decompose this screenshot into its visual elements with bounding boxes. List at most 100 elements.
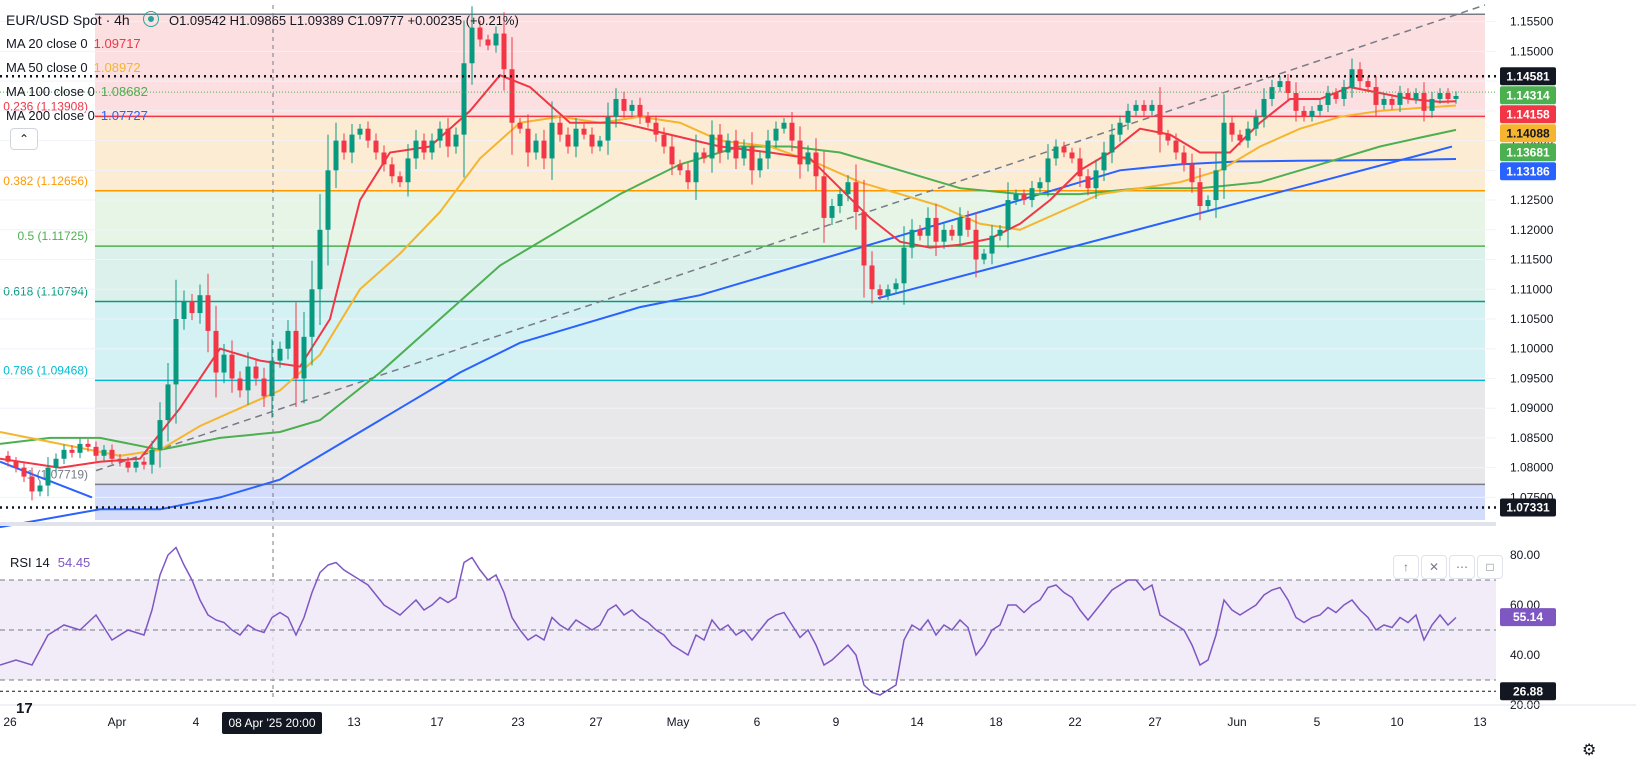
candle-body <box>621 98 627 111</box>
candle-body <box>1269 87 1275 99</box>
fib-label: 0.382 (1.12656) <box>3 174 88 188</box>
candle-body <box>1189 164 1195 183</box>
fib-zone <box>95 380 1485 485</box>
candle-body <box>125 461 131 468</box>
more-icon[interactable]: ⋯ <box>1449 555 1475 579</box>
candle-body <box>1325 93 1331 105</box>
symbol-title[interactable]: EUR/USD Spot · 4h <box>6 12 130 28</box>
gear-icon[interactable]: ⚙ <box>1582 742 1597 759</box>
candle-body <box>965 217 971 230</box>
candle-body <box>1045 158 1051 183</box>
date-tick-label: 17 <box>430 715 444 729</box>
candle-body <box>141 461 147 465</box>
candle-body <box>389 164 395 177</box>
candle-body <box>421 140 427 153</box>
candle-body <box>1301 110 1307 117</box>
candle-body <box>973 229 979 260</box>
candle-body <box>29 476 35 492</box>
candle-body <box>573 128 579 147</box>
indicator-row[interactable]: MA 100 close 0 1.08682 <box>6 80 519 104</box>
close-icon[interactable]: ✕ <box>1421 555 1447 579</box>
candle-body <box>405 158 411 183</box>
candle-body <box>397 176 403 183</box>
candle-body <box>661 134 667 147</box>
candle-body <box>877 289 883 296</box>
candle-body <box>205 295 211 331</box>
candle-body <box>509 69 515 123</box>
candle-body <box>1237 134 1243 141</box>
price-tick-label: 1.08500 <box>1510 431 1554 445</box>
arrow-up-icon[interactable]: ↑ <box>1393 555 1419 579</box>
chevron-up-icon[interactable]: ⌃ <box>10 128 38 150</box>
candle-body <box>645 116 651 123</box>
candle-body <box>1069 152 1075 159</box>
candle-body <box>1285 81 1291 94</box>
candle-body <box>293 330 299 379</box>
candle-body <box>269 360 275 397</box>
candle-body <box>1077 158 1083 177</box>
candle-body <box>517 122 523 129</box>
fib-label: 0.236 (1.13908) <box>3 99 88 113</box>
date-tick-label: 13 <box>1473 715 1487 729</box>
date-tick-label: 26 <box>3 715 17 729</box>
price-tick-label: 1.08000 <box>1510 461 1554 475</box>
candle-body <box>1333 93 1339 99</box>
candle-body <box>101 449 107 456</box>
time-axis: 26Apr4813172327May6914182227Jun5101308 A… <box>0 704 1636 734</box>
candle-body <box>461 63 467 135</box>
candle-body <box>845 182 851 195</box>
candle-body <box>1117 122 1123 135</box>
fib-zone <box>95 246 1485 302</box>
candle-body <box>133 461 139 468</box>
candle-body <box>637 104 643 117</box>
candle-body <box>445 128 451 147</box>
maximize-icon[interactable]: □ <box>1477 555 1503 579</box>
candle-body <box>1381 98 1387 105</box>
candle-body <box>157 420 163 450</box>
candle-body <box>381 152 387 165</box>
date-tick-label: 6 <box>754 715 761 729</box>
candle-body <box>1133 104 1139 111</box>
price-tick-label: 1.09500 <box>1510 371 1554 385</box>
candle-body <box>1141 104 1147 111</box>
candle-body <box>861 211 867 266</box>
candle-body <box>605 116 611 141</box>
candle-body <box>469 27 475 64</box>
chart-legend: EUR/USD Spot · 4h O1.09542 H1.09865 L1.0… <box>6 8 519 128</box>
candle-body <box>213 330 219 373</box>
candle-body <box>485 39 491 46</box>
indicator-row[interactable]: MA 20 close 0 1.09717 <box>6 32 519 56</box>
candle-body <box>701 152 707 159</box>
candle-body <box>733 140 739 159</box>
candle-body <box>597 140 603 147</box>
price-tick-label: 1.12500 <box>1510 193 1554 207</box>
indicator-row[interactable]: MA 200 close 0 1.07727 <box>6 104 519 128</box>
candle-body <box>717 134 723 153</box>
candle-body <box>941 229 947 242</box>
candle-body <box>13 461 19 468</box>
candle-body <box>197 295 203 314</box>
candle-body <box>1309 110 1315 117</box>
price-badge: 1.13681 <box>1506 145 1550 159</box>
price-badge: 1.14314 <box>1506 88 1550 102</box>
rsi-low-badge: 26.88 <box>1513 684 1543 698</box>
candle-body <box>189 301 195 314</box>
crosshair-label-bg <box>222 712 322 734</box>
candle-body <box>1437 93 1443 99</box>
candle-body <box>581 128 587 135</box>
candle-body <box>1093 170 1099 189</box>
candle-body <box>893 283 899 290</box>
price-badge: 1.07331 <box>1506 500 1550 514</box>
rsi-legend: RSI 14 54.45 <box>10 555 90 570</box>
candle-body <box>1261 98 1267 117</box>
candle-body <box>1061 146 1067 153</box>
rsi-low-badge-bg <box>1500 682 1556 701</box>
date-tick-label: 4 <box>193 715 200 729</box>
candle-body <box>1317 104 1323 111</box>
price-tick-label: 1.10500 <box>1510 312 1554 326</box>
candle-body <box>493 33 499 46</box>
candle-body <box>1253 116 1259 129</box>
candle-body <box>1173 140 1179 153</box>
indicator-row[interactable]: MA 50 close 0 1.08972 <box>6 56 519 80</box>
